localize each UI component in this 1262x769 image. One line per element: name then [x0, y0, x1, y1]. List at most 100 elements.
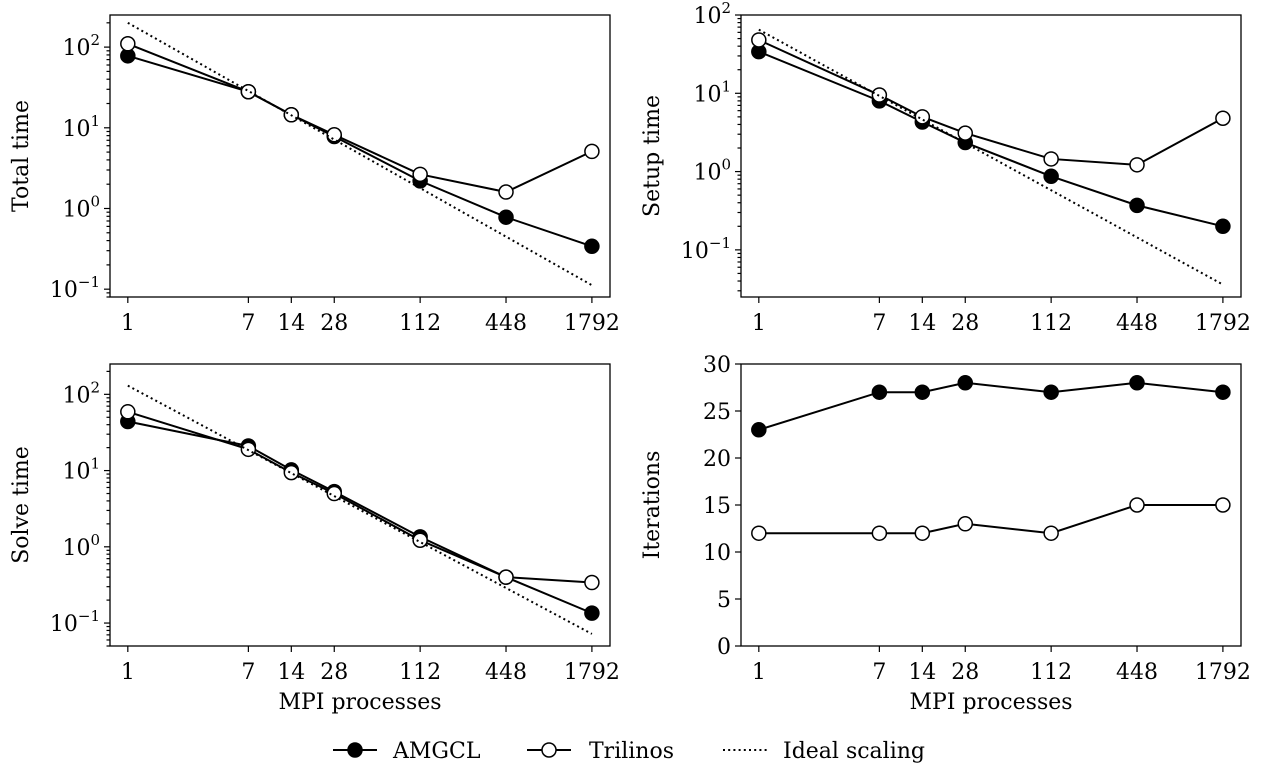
data-point-trilinos-solve: [412, 532, 428, 548]
data-point-trilinos-total: [240, 83, 257, 100]
series-line-trilinos-total: [127, 42, 593, 194]
legend-marker-amgcl: [347, 742, 363, 758]
legend-entry-amgcl: AMGCL: [333, 739, 481, 764]
y-tick-label-iterations: 25: [703, 400, 731, 425]
legend-label-amgcl: AMGCL: [392, 739, 481, 764]
x-tick-label-setup: 1792: [1195, 311, 1251, 336]
series-line-amgcl-iterations: [758, 381, 1224, 431]
x-tick-label-total: 14: [277, 311, 305, 336]
x-tick-label-iterations: 7: [872, 660, 886, 685]
y-axis-label-solve: Solve time: [9, 446, 34, 564]
x-tick-label-setup: 28: [951, 311, 979, 336]
x-axis-label-iterations: MPI processes: [909, 690, 1072, 715]
x-tick-label-setup: 1: [752, 311, 766, 336]
data-point-trilinos-iterations: [1129, 497, 1145, 513]
data-point-amgcl-iterations: [1043, 384, 1059, 400]
plot-frame-solve: [109, 363, 611, 647]
data-point-trilinos-solve: [326, 485, 343, 502]
x-tick-label-solve: 14: [277, 660, 305, 685]
series-line-ideal-scaling-total: [127, 21, 593, 287]
legend: AMGCL Trilinos Ideal scaling: [333, 739, 925, 764]
y-tick-label-iterations: 5: [717, 588, 731, 613]
y-tick-label-iterations: 30: [703, 353, 731, 378]
data-point-amgcl-iterations: [914, 384, 931, 400]
series-line-amgcl-setup: [758, 50, 1224, 228]
panel-solve: 1 7 14 28 112 448 1792 10−1 100 101 102 Solve time M…: [9, 363, 620, 715]
data-point-trilinos-setup: [1043, 151, 1059, 167]
data-point-trilinos-iterations: [871, 525, 888, 541]
data-point-trilinos-solve: [283, 464, 300, 481]
data-point-amgcl-iterations: [871, 384, 888, 400]
y-tick-label-total: 102: [62, 31, 100, 61]
x-tick-label-iterations: 14: [908, 660, 936, 685]
data-point-amgcl-iterations: [1129, 375, 1145, 391]
y-tick-label-solve: 102: [62, 378, 100, 408]
y-tick-label-solve: 100: [62, 531, 100, 561]
data-point-amgcl-solve: [584, 605, 600, 621]
x-tick-label-iterations: 1792: [1195, 660, 1251, 685]
plot-frame-total: [109, 14, 611, 298]
x-tick-label-total: 1792: [564, 311, 620, 336]
data-point-amgcl-iterations: [1215, 384, 1231, 400]
data-point-amgcl-iterations: [957, 375, 974, 391]
series-line-amgcl-total: [127, 54, 593, 248]
x-tick-label-solve: 112: [399, 660, 441, 685]
y-axis-label-total: Total time: [9, 100, 34, 212]
data-point-trilinos-total: [412, 166, 428, 183]
y-tick-label-setup: 101: [693, 77, 731, 107]
x-axis-label-solve: MPI processes: [278, 690, 441, 715]
y-tick-label-total: 100: [62, 192, 100, 222]
series-line-trilinos-iterations: [758, 504, 1223, 535]
legend-label-trilinos: Trilinos: [589, 739, 674, 764]
data-point-trilinos-iterations: [1215, 497, 1231, 513]
data-point-trilinos-iterations: [1043, 525, 1059, 541]
x-tick-label-solve: 28: [320, 660, 348, 685]
x-tick-label-solve: 7: [241, 660, 255, 685]
panel-setup: 1 7 14 28 112 448 1792 10−1 100 101 102 Setup time: [640, 0, 1251, 336]
y-tick-label-setup: 102: [693, 0, 731, 29]
x-tick-label-setup: 448: [1116, 311, 1158, 336]
series-line-trilinos-setup: [758, 39, 1224, 166]
legend-label-ideal: Ideal scaling: [783, 739, 925, 764]
y-tick-label-iterations: 10: [703, 541, 731, 566]
x-tick-label-iterations: 28: [951, 660, 979, 685]
y-tick-label-solve: 10−1: [50, 607, 100, 637]
x-tick-label-solve: 1: [121, 660, 135, 685]
series-line-ideal-scaling-solve: [127, 384, 593, 635]
data-point-trilinos-setup: [1129, 157, 1145, 173]
data-point-trilinos-iterations: [957, 516, 974, 532]
y-tick-label-total: 101: [62, 112, 100, 142]
data-point-amgcl-setup: [1129, 197, 1145, 214]
y-tick-label-iterations: 20: [703, 447, 731, 472]
data-point-amgcl-total: [498, 209, 514, 225]
series-line-amgcl-solve: [127, 420, 593, 615]
data-point-trilinos-solve: [584, 574, 600, 591]
x-tick-label-solve: 448: [485, 660, 527, 685]
plot-frame-setup: [740, 14, 1242, 298]
y-tick-label-setup: 100: [693, 156, 731, 186]
data-point-trilinos-setup: [1215, 110, 1231, 126]
x-tick-label-total: 1: [121, 311, 135, 336]
y-tick-label-setup: 10−1: [681, 234, 731, 264]
y-tick-label-iterations: 15: [703, 494, 731, 519]
x-tick-label-total: 28: [320, 311, 348, 336]
y-axis-label-setup: Setup time: [640, 95, 665, 217]
x-tick-label-total: 448: [485, 311, 527, 336]
y-tick-label-solve: 101: [62, 455, 100, 485]
x-tick-label-setup: 14: [908, 311, 936, 336]
data-point-trilinos-setup: [914, 109, 931, 125]
data-point-trilinos-solve: [120, 404, 136, 420]
data-point-amgcl-setup: [1215, 218, 1231, 235]
x-tick-label-setup: 7: [872, 311, 886, 336]
data-point-trilinos-iterations: [914, 525, 931, 541]
data-point-amgcl-iterations: [751, 422, 767, 438]
x-tick-label-iterations: 1: [752, 660, 766, 685]
data-point-trilinos-total: [120, 36, 136, 52]
legend-marker-trilinos: [541, 742, 557, 758]
data-point-trilinos-setup: [957, 125, 974, 141]
data-point-amgcl-total: [584, 238, 600, 255]
x-tick-label-solve: 1792: [564, 660, 620, 685]
data-point-trilinos-total: [584, 143, 600, 160]
data-point-trilinos-total: [498, 184, 514, 200]
